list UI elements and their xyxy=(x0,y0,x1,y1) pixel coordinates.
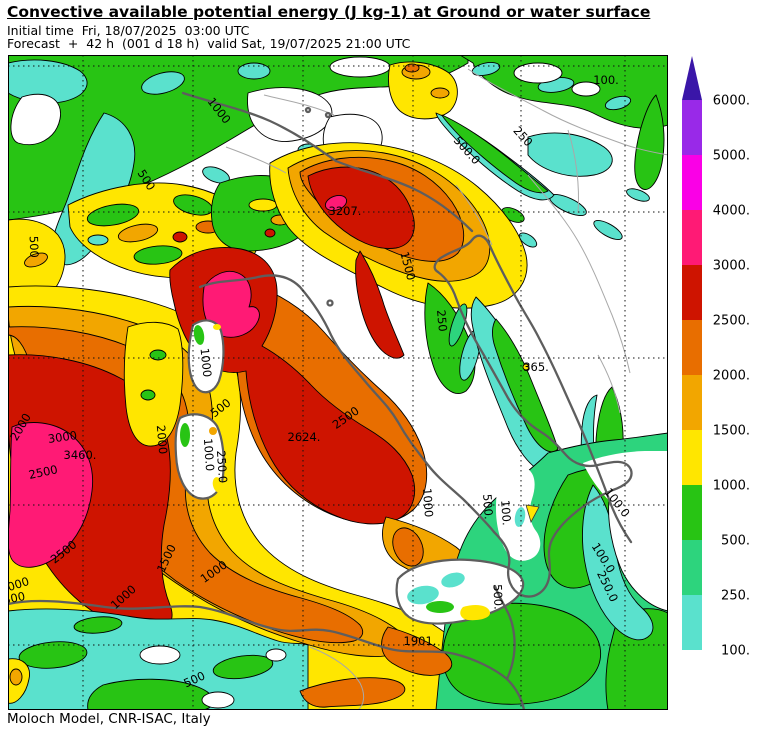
contour-label: 2000 xyxy=(154,424,170,454)
colorbar-segment xyxy=(682,485,702,540)
colorbar-tick-label: 2000. xyxy=(713,369,750,384)
colorbar-tick-label: 6000. xyxy=(713,94,750,109)
colorbar-tick-label: 1000. xyxy=(713,479,750,494)
model-credit: Moloch Model, CNR-ISAC, Italy xyxy=(7,711,211,727)
colorbar-segment xyxy=(682,155,702,210)
colorbar-segment xyxy=(682,320,702,375)
colorbar-segment xyxy=(682,265,702,320)
contour-label: 500 xyxy=(27,236,42,258)
colorbar-tick-label: 4000. xyxy=(713,204,750,219)
colorbar-segment xyxy=(682,430,702,485)
colorbar-segment xyxy=(682,540,702,595)
contour-label: 1000 xyxy=(420,488,436,518)
cape-map-canvas: 3207.1500250365.2624.250030003460.250020… xyxy=(8,55,668,710)
colorbar-tick-label: 2500. xyxy=(713,314,750,329)
contour-label: 3207. xyxy=(329,204,362,218)
colorbar-segments xyxy=(682,100,702,650)
forecast-valid-line: Forecast + 42 h (001 d 18 h) valid Sat, … xyxy=(7,36,410,51)
colorbar-segment xyxy=(682,375,702,430)
contour-label: 500. xyxy=(480,493,496,520)
colorbar-tick-label: 250. xyxy=(721,589,750,604)
colorbar: 6000. 5000. 4000. 3000. 2500. 2000. 1500. 1000.… xyxy=(670,48,760,673)
colorbar-arrow xyxy=(682,56,702,100)
contour-label: 3460. xyxy=(64,448,97,462)
colorbar-segment xyxy=(682,100,702,155)
contour-label: 100. xyxy=(593,73,619,87)
colorbar-tick-label: 3000. xyxy=(713,259,750,274)
colorbar-tick-label: 100. xyxy=(721,644,750,659)
contour-label: 250 xyxy=(434,309,450,332)
colorbar-labels: 6000. 5000. 4000. 3000. 2500. 2000. 1500. 1000.… xyxy=(713,94,750,659)
colorbar-segment xyxy=(682,210,702,265)
colorbar-tick-label: 5000. xyxy=(713,149,750,164)
colorbar-segment xyxy=(682,595,702,650)
contour-label: 1901. xyxy=(404,634,437,648)
colorbar-tick-label: 500. xyxy=(721,534,750,549)
colorbar-tick-label: 1500. xyxy=(713,424,750,439)
page-title: Convective available potential energy (J… xyxy=(7,3,650,21)
contour-label: 365. xyxy=(523,360,549,374)
contour-label: 100. xyxy=(498,499,514,526)
contour-label: 250.0 xyxy=(214,450,230,484)
contour-label: 500. xyxy=(491,584,506,610)
contour-label: 2624. xyxy=(288,430,321,444)
